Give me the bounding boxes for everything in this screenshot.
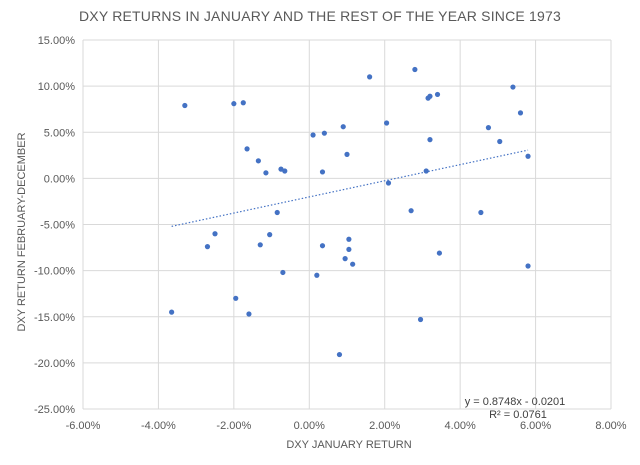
x-tick-label: 8.00% (595, 420, 626, 432)
data-point (517, 110, 524, 116)
data-point (427, 137, 433, 143)
data-point (497, 138, 503, 145)
data-point (274, 209, 280, 216)
y-tick-label: -15.00% (34, 312, 75, 324)
trendline-r-squared: R² = 0.0761 (489, 409, 547, 421)
data-point (340, 124, 346, 130)
data-point (385, 180, 392, 186)
y-tick-label: 10.00% (38, 81, 76, 93)
data-point (182, 102, 188, 109)
y-tick-label: 0.00% (44, 173, 75, 185)
y-tick-label: 15.00% (38, 35, 76, 47)
data-point (244, 146, 250, 152)
data-point (267, 232, 273, 238)
data-point (336, 351, 343, 358)
data-point (525, 153, 531, 159)
x-axis-label: DXY JANUARY RETURN (286, 439, 411, 451)
data-point (346, 236, 352, 242)
data-point (282, 168, 288, 174)
data-point (255, 158, 261, 164)
data-point (350, 261, 356, 267)
y-tick-label: -10.00% (34, 266, 75, 278)
data-point (384, 120, 390, 126)
data-point (412, 66, 418, 73)
x-axis-ticks: -6.00% -4.00% -2.00% 0.00% 2.00% 4.00% 6.00% 8.… (66, 420, 627, 432)
data-point (314, 272, 320, 278)
data-point (233, 295, 239, 301)
y-tick-label: -5.00% (40, 220, 75, 232)
trendline-equation: y = 0.8748x - 0.0201 (465, 396, 566, 408)
data-point (342, 256, 348, 262)
data-points (169, 66, 531, 358)
x-tick-label: -2.00% (216, 420, 251, 432)
data-point (246, 311, 252, 317)
data-point (319, 169, 326, 175)
x-tick-label: 6.00% (520, 420, 551, 432)
data-point (257, 242, 263, 248)
y-axis-label: DXY RETURN FEBRUARY-DECEMBER (16, 132, 28, 331)
data-point (231, 101, 237, 107)
x-tick-label: 4.00% (445, 420, 476, 432)
data-point (510, 84, 516, 90)
data-point (204, 244, 211, 250)
gridlines (82, 39, 612, 410)
data-point (367, 74, 373, 80)
data-point (169, 309, 175, 315)
data-point (423, 168, 429, 174)
y-axis-ticks: -25.00% -20.00% -15.00% -10.00% -5.00% 0.00% 5… (34, 35, 75, 416)
data-point (485, 125, 492, 131)
data-point (321, 130, 327, 136)
data-point (280, 269, 286, 276)
data-point (310, 132, 316, 138)
data-point (434, 91, 441, 98)
chart-title: DXY RETURNS IN JANUARY AND THE REST OF T… (79, 8, 561, 24)
data-point (344, 151, 350, 157)
data-point (525, 263, 531, 269)
data-point (408, 208, 414, 214)
data-point (346, 246, 352, 253)
y-tick-label: 5.00% (44, 127, 75, 139)
x-tick-label: -6.00% (66, 420, 101, 432)
y-tick-label: -20.00% (34, 358, 75, 370)
data-point (263, 170, 269, 176)
data-point (417, 316, 424, 323)
data-point (478, 209, 484, 216)
data-point (436, 250, 442, 256)
data-point (427, 93, 433, 99)
x-tick-label: -4.00% (141, 420, 176, 432)
data-point (212, 231, 218, 237)
data-point (319, 243, 326, 249)
data-point (240, 100, 246, 106)
x-tick-label: 0.00% (294, 420, 325, 432)
x-tick-label: 2.00% (369, 420, 400, 432)
y-tick-label: -25.00% (34, 404, 75, 416)
trendline (171, 149, 529, 227)
